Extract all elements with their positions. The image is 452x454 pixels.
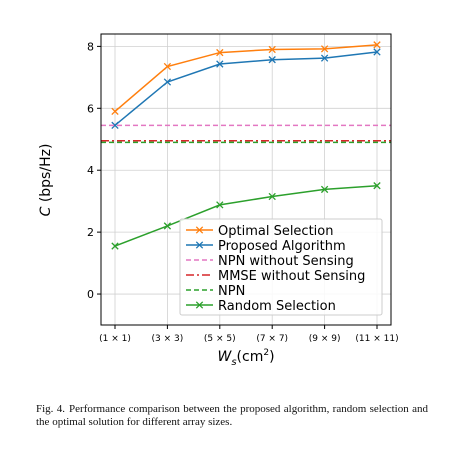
data-point-optimal-selection <box>216 48 224 57</box>
marker-stroke <box>195 241 204 249</box>
data-point-optimal-selection <box>111 107 119 116</box>
y-axis-symbol: C <box>38 206 54 216</box>
marker-stroke <box>268 45 276 54</box>
marker-stroke <box>163 62 172 71</box>
data-point-proposed-algorithm <box>268 56 276 64</box>
y-tick-label: 4 <box>87 164 94 177</box>
series-layer <box>101 41 391 250</box>
legend-marker-optimal-selection <box>195 226 204 234</box>
legend-label-npn-without-sensing: NPN without Sensing <box>218 254 354 269</box>
legend-marker-proposed-algorithm <box>195 241 204 249</box>
data-point-random-selection <box>268 192 276 201</box>
marker-stroke <box>163 78 172 86</box>
data-point-proposed-algorithm <box>216 60 224 68</box>
data-point-random-selection <box>111 242 119 250</box>
data-point-proposed-algorithm <box>111 121 119 129</box>
y-tick-label: 6 <box>87 102 94 115</box>
series-line-optimal-selection <box>114 44 378 112</box>
marker-stroke <box>373 48 381 56</box>
legend-label-optimal-selection: Optimal Selection <box>218 224 333 239</box>
data-point-random-selection <box>163 222 172 230</box>
figure-caption-text: Performance comparison between the propo… <box>36 403 428 428</box>
marker-stroke <box>216 201 224 209</box>
plot-area <box>100 33 392 326</box>
x-tick-label: (7 × 7) <box>256 334 288 344</box>
legend-box <box>179 218 383 316</box>
marker-stroke <box>216 60 224 68</box>
marker-stroke <box>320 185 329 194</box>
legend-label-npn: NPN <box>218 284 245 299</box>
data-point-random-selection <box>216 201 224 209</box>
x-axis-unit-power: 2 <box>263 348 269 358</box>
x-axis-unit-close: ) <box>269 349 274 365</box>
data-point-optimal-selection <box>268 45 276 54</box>
x-tick-label: (1 × 1) <box>99 334 131 344</box>
data-point-proposed-algorithm <box>373 48 381 56</box>
axis-ticks: 0 2 4 6 8 (1 × 1) (3 × 3) (5 × 5) (7 × 7) (9 × 9)… <box>87 40 399 344</box>
marker-stroke <box>111 242 119 250</box>
figure-caption: Fig. 4. Performance comparison between th… <box>36 403 428 429</box>
marker-stroke <box>111 121 119 129</box>
marker-stroke <box>373 182 381 190</box>
x-axis-label: Ws(cm2) <box>217 348 274 368</box>
marker-stroke <box>268 192 276 201</box>
marker-stroke <box>320 45 329 53</box>
marker-stroke <box>216 48 224 57</box>
x-tick-label: (11 × 11) <box>355 334 398 344</box>
legend-label-mmse-without-sensing: MMSE without Sensing <box>218 269 365 284</box>
y-axis-unit: (bps/Hz) <box>38 144 54 207</box>
marker-stroke <box>195 301 204 309</box>
x-tick-label: (3 × 3) <box>152 334 184 344</box>
figure-caption-label: Fig. 4. <box>36 403 66 415</box>
data-point-optimal-selection <box>163 62 172 71</box>
data-point-proposed-algorithm <box>163 78 172 86</box>
x-tick-label: (5 × 5) <box>204 334 236 344</box>
series-line-random-selection <box>114 184 378 247</box>
data-point-random-selection <box>373 182 381 190</box>
data-point-random-selection <box>320 185 329 194</box>
legend-marker-random-selection <box>195 301 204 309</box>
x-tick-label: (9 × 9) <box>309 334 341 344</box>
marker-stroke <box>268 56 276 64</box>
data-point-proposed-algorithm <box>320 54 329 62</box>
marker-stroke <box>163 222 172 230</box>
x-axis-symbol: W <box>217 349 232 365</box>
y-tick-label: 0 <box>87 288 94 301</box>
x-axis-subscript: s <box>231 357 236 368</box>
marker-stroke <box>111 107 119 116</box>
x-axis-unit-open: (cm <box>237 349 264 365</box>
y-tick-label: 8 <box>87 40 94 53</box>
marker-stroke <box>320 54 329 62</box>
data-point-optimal-selection <box>320 45 329 53</box>
legend-label-proposed-algorithm: Proposed Algorithm <box>218 239 346 254</box>
marker-stroke <box>195 226 204 234</box>
y-axis-label: C (bps/Hz) <box>38 144 54 217</box>
data-point-optimal-selection <box>373 41 381 49</box>
y-tick-label: 2 <box>87 226 94 239</box>
legend-label-random-selection: Random Selection <box>218 299 336 314</box>
marker-stroke <box>373 41 381 49</box>
series-line-proposed-algorithm <box>114 51 378 126</box>
